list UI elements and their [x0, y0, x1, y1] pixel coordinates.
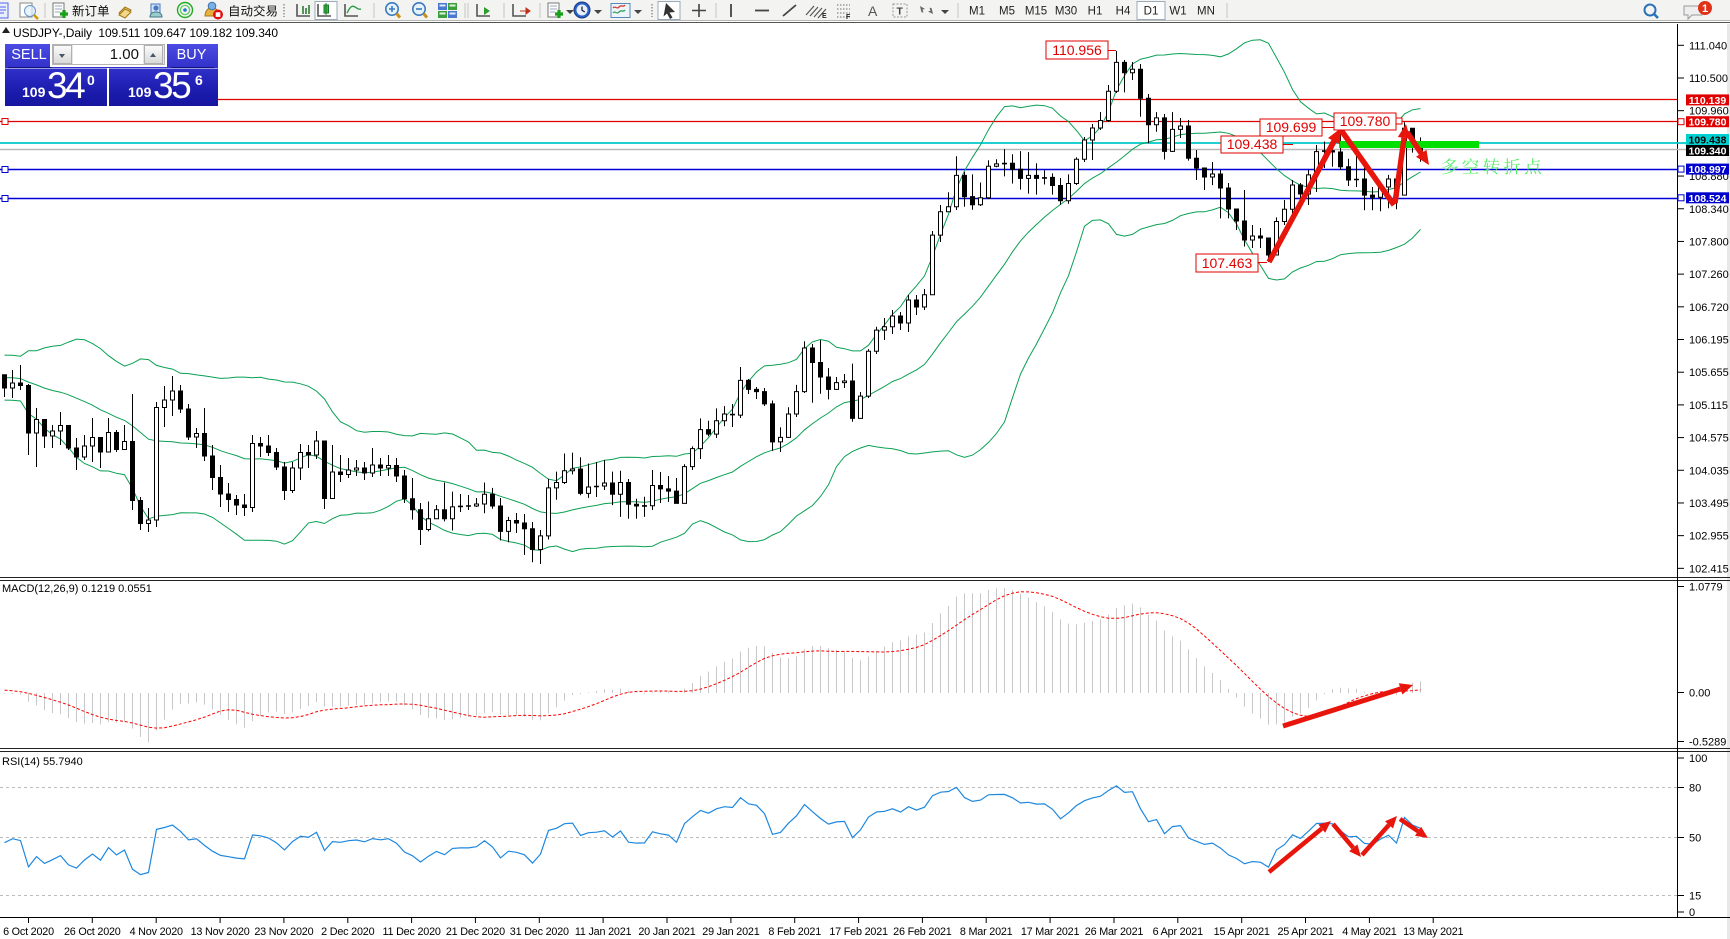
svg-text:15 Apr 2021: 15 Apr 2021 [1214, 926, 1270, 938]
svg-text:103.495: 103.495 [1689, 498, 1729, 510]
svg-text:H4: H4 [1116, 6, 1131, 18]
svg-text:26 Mar 2021: 26 Mar 2021 [1085, 926, 1144, 938]
svg-text:108.340: 108.340 [1689, 204, 1729, 216]
svg-text:108.524: 108.524 [1689, 193, 1727, 205]
svg-text:109.780: 109.780 [1689, 117, 1727, 129]
svg-text:1: 1 [1702, 3, 1708, 15]
svg-text:102.415: 102.415 [1689, 563, 1729, 575]
svg-text:M5: M5 [999, 6, 1015, 18]
svg-text:11 Dec 2020: 11 Dec 2020 [382, 926, 440, 938]
svg-text:25 Apr 2021: 25 Apr 2021 [1277, 926, 1333, 938]
svg-text:W1: W1 [1169, 6, 1186, 18]
svg-text:50: 50 [1689, 833, 1701, 845]
svg-text:15: 15 [1689, 891, 1701, 903]
svg-text:MACD(12,26,9) 0.1219 0.0551: MACD(12,26,9) 0.1219 0.0551 [2, 583, 152, 595]
svg-text:107.260: 107.260 [1689, 269, 1729, 281]
svg-text:17 Feb 2021: 17 Feb 2021 [829, 926, 888, 938]
svg-text:26 Feb 2021: 26 Feb 2021 [893, 926, 952, 938]
svg-text:110.500: 110.500 [1689, 73, 1728, 85]
svg-text:2 Dec 2020: 2 Dec 2020 [321, 926, 374, 938]
svg-text:11 Jan 2021: 11 Jan 2021 [575, 926, 632, 938]
svg-text:107.800: 107.800 [1689, 236, 1729, 248]
svg-text:8 Mar 2021: 8 Mar 2021 [960, 926, 1013, 938]
svg-text:M1: M1 [969, 6, 985, 18]
svg-text:H1: H1 [1088, 6, 1103, 18]
svg-text:1.0779: 1.0779 [1689, 582, 1723, 594]
svg-text:6 Apr 2021: 6 Apr 2021 [1153, 926, 1203, 938]
svg-text:111.040: 111.040 [1689, 40, 1727, 52]
svg-text:29 Jan 2021: 29 Jan 2021 [702, 926, 759, 938]
svg-text:106.195: 106.195 [1689, 335, 1729, 347]
svg-text:102.955: 102.955 [1689, 531, 1729, 543]
svg-text:104.035: 104.035 [1689, 465, 1729, 477]
svg-text:104.575: 104.575 [1689, 433, 1729, 445]
svg-text:0: 0 [1689, 907, 1695, 919]
svg-text:105.655: 105.655 [1689, 367, 1729, 379]
svg-text:13 May 2021: 13 May 2021 [1403, 926, 1463, 938]
svg-text:A: A [868, 3, 878, 19]
svg-text:D1: D1 [1144, 6, 1159, 18]
svg-text:RSI(14) 55.7940: RSI(14) 55.7940 [2, 756, 83, 768]
svg-text:20 Jan 2021: 20 Jan 2021 [638, 926, 695, 938]
svg-text:109.438: 109.438 [1689, 135, 1727, 147]
svg-text:8 Feb 2021: 8 Feb 2021 [768, 926, 821, 938]
svg-text:-0.5289: -0.5289 [1689, 737, 1726, 749]
svg-text:26 Oct 2020: 26 Oct 2020 [64, 926, 121, 938]
svg-text:E: E [822, 13, 827, 20]
svg-text:13 Nov 2020: 13 Nov 2020 [191, 926, 250, 938]
svg-text:6 Oct 2020: 6 Oct 2020 [3, 926, 54, 938]
svg-text:107.463: 107.463 [1202, 255, 1253, 271]
svg-text:108.997: 108.997 [1689, 164, 1727, 176]
svg-text:M15: M15 [1025, 6, 1047, 18]
svg-text:100: 100 [1689, 753, 1707, 765]
svg-text:110.956: 110.956 [1052, 42, 1102, 58]
svg-text:M30: M30 [1055, 6, 1077, 18]
svg-text:80: 80 [1689, 783, 1701, 795]
svg-text:109.780: 109.780 [1340, 113, 1391, 129]
svg-text:T: T [897, 6, 904, 18]
svg-text:106.720: 106.720 [1689, 302, 1729, 314]
svg-text:MN: MN [1197, 6, 1215, 18]
svg-text:109.340: 109.340 [1689, 146, 1727, 158]
svg-text:0.00: 0.00 [1689, 688, 1710, 700]
svg-text:31 Dec 2020: 31 Dec 2020 [510, 926, 569, 938]
svg-text:110.139: 110.139 [1689, 95, 1727, 107]
svg-text:109.960: 109.960 [1689, 106, 1729, 118]
svg-text:4 May 2021: 4 May 2021 [1342, 926, 1397, 938]
svg-text:17 Mar 2021: 17 Mar 2021 [1021, 926, 1080, 938]
svg-text:109.699: 109.699 [1266, 119, 1317, 135]
svg-text:21 Dec 2020: 21 Dec 2020 [446, 926, 505, 938]
svg-text:105.115: 105.115 [1689, 400, 1728, 412]
svg-text:4 Nov 2020: 4 Nov 2020 [130, 926, 183, 938]
svg-text:109.438: 109.438 [1227, 136, 1278, 152]
svg-text:F: F [846, 14, 851, 21]
svg-text:23 Nov 2020: 23 Nov 2020 [254, 926, 313, 938]
